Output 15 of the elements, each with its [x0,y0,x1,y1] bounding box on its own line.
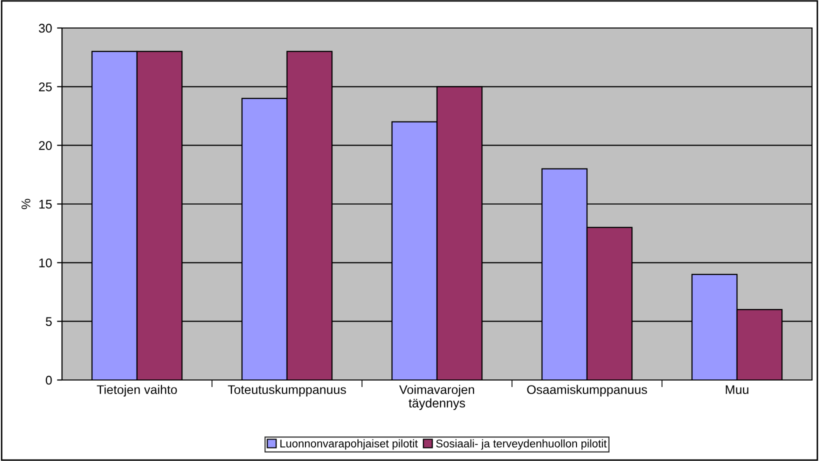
x-tick-label: Toteutuskumppanuus [228,384,346,397]
x-tick-label: Voimavarojen täydennys [399,384,474,410]
x-tick-label: Osaamiskumppanuus [527,384,647,397]
y-tick-label: 15 [39,200,52,209]
y-tick-label: 20 [39,141,52,150]
x-tick-label: Muu [726,385,748,394]
legend-label: Sosiaali- ja terveydenhuollon pilotit [436,439,607,450]
y-tick-label: 25 [39,82,52,92]
x-tick-label: Tietojen vaihto [96,384,177,397]
y-tick-label: 0 [46,376,52,385]
y-axis-title: % [22,198,30,210]
legend-label: Luonnonvarapohjaiset pilotit [280,439,418,450]
y-tick-label: 30 [38,24,52,33]
y-tick-label: 10 [39,258,52,268]
y-tick-label: 5 [46,317,52,326]
